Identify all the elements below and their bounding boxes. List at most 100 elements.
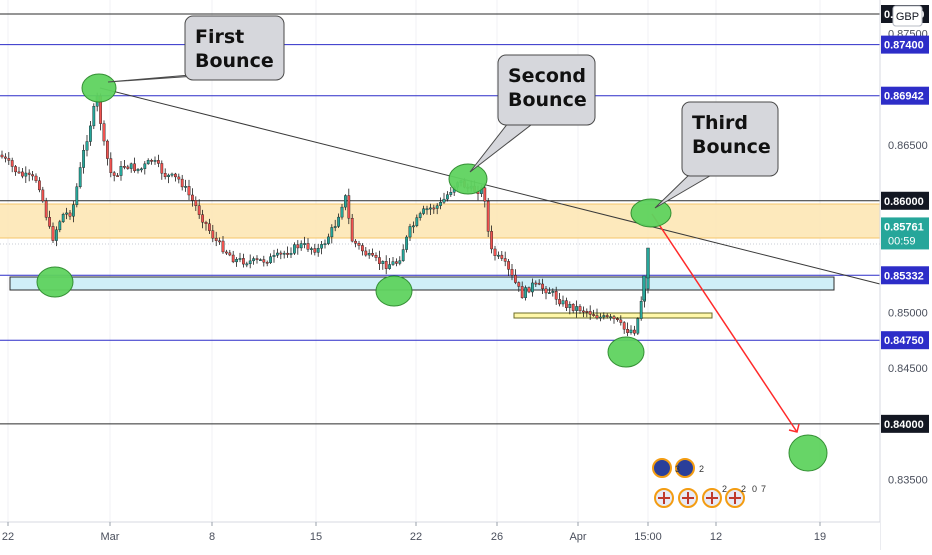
candle-up xyxy=(289,247,293,259)
bounce-marker[interactable] xyxy=(448,163,488,195)
eu-event-icon[interactable] xyxy=(652,458,672,478)
candle-down xyxy=(616,317,619,322)
candle-down xyxy=(17,166,21,174)
candle-body xyxy=(180,178,184,188)
candle-down xyxy=(395,258,398,267)
candle-body xyxy=(497,254,500,257)
candle-body xyxy=(129,163,133,169)
candle-body xyxy=(388,264,391,269)
candle-up xyxy=(388,258,391,270)
callout-box xyxy=(184,15,285,81)
candle-down xyxy=(116,172,120,177)
price-label-0.84000[interactable]: 0.84000 xyxy=(881,414,929,433)
time-axis[interactable]: 22 Mar 8 15 22 26 Apr 15:00 12 19 xyxy=(0,521,880,550)
uk-event-icon[interactable] xyxy=(725,488,745,508)
bounce-marker[interactable] xyxy=(81,73,117,103)
price-label-0.86000[interactable]: 0.86000 xyxy=(881,191,929,210)
candle-down xyxy=(554,286,558,305)
candle-up xyxy=(636,317,640,336)
bounce-marker[interactable] xyxy=(607,336,645,368)
candle-body xyxy=(299,243,303,249)
candle-down xyxy=(194,196,198,211)
candle-down xyxy=(490,225,493,254)
bounce-marker[interactable] xyxy=(788,434,828,472)
candle-down xyxy=(517,281,521,292)
bounce-marker[interactable] xyxy=(630,198,672,228)
price-label-bg xyxy=(881,331,929,350)
uk-event-icon[interactable] xyxy=(702,488,722,508)
candle-body xyxy=(194,200,198,206)
price-label-text: 0.86000 xyxy=(884,196,924,208)
candle-down xyxy=(207,218,211,234)
candle-up xyxy=(599,313,602,322)
bounce-marker[interactable] xyxy=(36,266,74,298)
candle-body xyxy=(612,316,616,319)
currency-badge[interactable]: GBP xyxy=(892,5,923,27)
candle-body xyxy=(320,244,323,249)
current-price-label[interactable]: 0.85761 00:59 xyxy=(881,217,929,250)
candle-body xyxy=(636,318,640,334)
candle-up xyxy=(139,167,143,173)
candle-body xyxy=(286,252,289,255)
candle-body xyxy=(412,225,415,228)
candle-body xyxy=(211,230,215,239)
candle-up xyxy=(405,235,408,253)
candle-down xyxy=(503,251,507,267)
uk-event-icon[interactable] xyxy=(654,488,674,508)
candle-up xyxy=(548,287,551,295)
candle-body xyxy=(313,248,317,253)
candle-down xyxy=(619,315,623,326)
uk-event-icon[interactable] xyxy=(678,488,698,508)
time-tick-label: 8 xyxy=(209,531,215,543)
callout-text-line: Bounce xyxy=(508,89,587,111)
candle-down xyxy=(3,153,7,163)
candle-down xyxy=(541,278,545,294)
price-label-text: 0.87400 xyxy=(884,40,924,52)
event-count-badge: 2 xyxy=(722,484,727,494)
event-count-badge: 0 xyxy=(752,484,757,494)
candle-up xyxy=(415,214,419,228)
candle-down xyxy=(493,245,497,261)
candle-body xyxy=(177,176,181,180)
candle-up xyxy=(425,205,429,215)
candle-body xyxy=(425,208,429,211)
price-label-0.85332[interactable]: 0.85332 xyxy=(881,266,929,285)
economic-event-icons[interactable]: 3 22 2 0 7 xyxy=(652,458,766,508)
price-label-0.84750[interactable]: 0.84750 xyxy=(881,331,929,350)
candle-body xyxy=(500,254,504,259)
candle-up xyxy=(429,203,432,215)
candle-up xyxy=(531,278,534,297)
candle-body xyxy=(55,229,58,241)
price-label-text: 0.84750 xyxy=(884,335,924,347)
candle-down xyxy=(122,160,126,170)
candle-body xyxy=(310,248,313,250)
candle-body xyxy=(330,227,334,238)
price-label-0.86942[interactable]: 0.86942 xyxy=(881,86,929,105)
candle-up xyxy=(340,204,344,220)
candle-down xyxy=(231,250,235,264)
candle-up xyxy=(184,179,187,192)
candle-up xyxy=(259,258,262,261)
candle-down xyxy=(571,303,575,314)
candle-body xyxy=(486,201,490,232)
candle-body xyxy=(599,316,602,319)
candle-down xyxy=(177,173,181,184)
candle-body xyxy=(561,300,565,305)
candle-down xyxy=(68,209,72,220)
time-tick-label: 26 xyxy=(491,531,503,543)
candle-up xyxy=(323,239,327,249)
candle-body xyxy=(405,236,408,250)
candle-down xyxy=(201,209,204,229)
eu-event-icon[interactable] xyxy=(675,458,695,478)
candle-body xyxy=(333,226,337,228)
price-label-0.87400[interactable]: 0.87400 xyxy=(881,35,929,54)
candle-down xyxy=(160,160,164,180)
bounce-marker[interactable] xyxy=(375,275,413,307)
candle-body xyxy=(571,303,575,311)
